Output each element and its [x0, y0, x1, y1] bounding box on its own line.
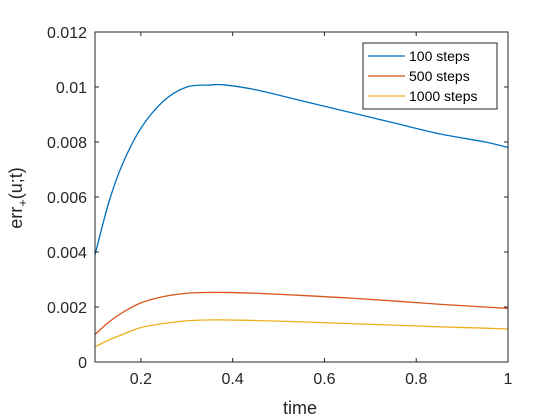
legend-label-2: 500 steps — [409, 68, 470, 84]
y-axis-label-subscript: + — [15, 199, 30, 207]
x-tick-label: 0.4 — [222, 371, 244, 388]
x-tick-label: 1 — [504, 371, 513, 388]
x-axis-label: time — [283, 398, 317, 418]
y-axis-label-suffix: (u;t) — [6, 167, 26, 199]
series-layer — [94, 83, 509, 348]
legend-label-3: 1000 steps — [409, 88, 478, 104]
x-tick-label: 0.6 — [313, 371, 335, 388]
y-tick-label: 0 — [78, 355, 87, 372]
y-axis-label-main: err — [6, 207, 26, 229]
series-line-3 — [94, 319, 509, 348]
y-axis-label: err+(u;t) — [6, 167, 30, 229]
y-tick-label: 0.006 — [47, 190, 87, 207]
y-tick-label: 0.002 — [47, 300, 87, 317]
legend-label-1: 100 steps — [409, 48, 470, 64]
ticks-layer: 0.2 0.4 0.6 0.8 1 0 0.002 0.004 0.006 0.008 0.01 0.… — [47, 25, 513, 388]
x-tick-label: 0.8 — [405, 371, 427, 388]
series-line-1 — [94, 83, 509, 255]
y-tick-label: 0.01 — [56, 80, 87, 97]
legend: 100 steps 500 steps 1000 steps — [362, 42, 498, 110]
x-tick-label: 0.2 — [130, 371, 152, 388]
series-line-2 — [94, 291, 509, 335]
y-tick-label: 0.012 — [47, 25, 87, 42]
y-tick-label: 0.008 — [47, 135, 87, 152]
y-tick-label: 0.004 — [47, 245, 87, 262]
